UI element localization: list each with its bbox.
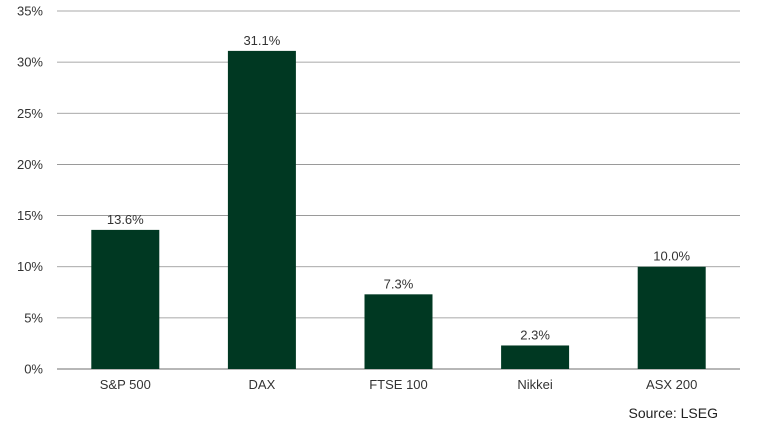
bar [501,345,570,369]
y-tick-label: 0% [24,362,43,377]
y-tick-label: 25% [17,106,43,121]
bar-value-label: 13.6% [107,212,144,227]
bar [91,229,160,369]
bar-value-label: 2.3% [520,327,550,342]
y-tick-label: 30% [17,55,43,70]
x-tick-label: Nikkei [517,377,553,392]
bar [227,50,296,370]
bar [637,266,706,369]
x-tick-label: S&P 500 [100,377,151,392]
bar-value-label: 7.3% [384,276,414,291]
x-tick-label: DAX [249,377,276,392]
bars [91,50,706,370]
bar-value-label: 10.0% [653,249,690,264]
x-axis-ticks: S&P 500 DAX FTSE 100 Nikkei ASX 200 [100,377,698,392]
y-axis-ticks: 0% 5% 10% 15% 20% 25% 30% 35% [17,4,43,377]
bar-value-label: 31.1% [243,33,280,48]
bar [364,294,433,369]
x-tick-label: FTSE 100 [369,377,428,392]
y-tick-label: 15% [17,208,43,223]
data-labels: 13.6% 31.1% 7.3% 2.3% 10.0% [107,33,691,343]
y-tick-label: 35% [17,4,43,19]
y-tick-label: 10% [17,259,43,274]
source-note: Source: LSEG [629,405,719,421]
y-tick-label: 20% [17,157,43,172]
gridlines [57,10,740,370]
y-tick-label: 5% [24,310,43,325]
x-tick-label: ASX 200 [646,377,697,392]
